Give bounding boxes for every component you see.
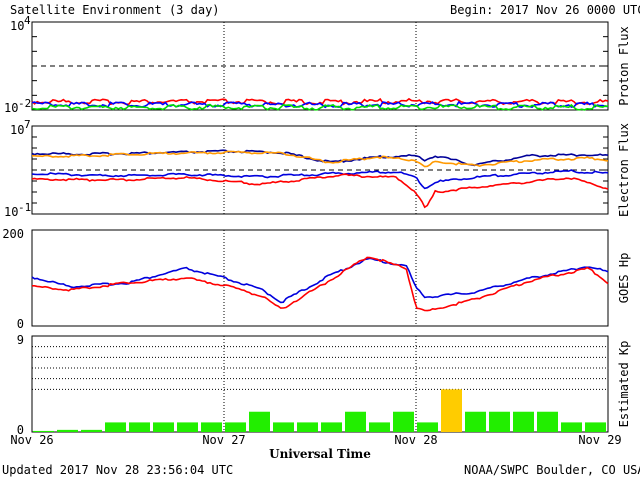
- kp-bar: [153, 422, 174, 432]
- proton-series-2: [31, 103, 609, 111]
- panel-frame: [31, 335, 609, 433]
- y-tick-label-top: 10: [10, 123, 24, 137]
- kp-bar: [465, 411, 486, 432]
- electron-series-1: [31, 150, 609, 168]
- y-tick-label-bottom: 10: [4, 205, 18, 219]
- kp-bar: [129, 422, 150, 432]
- begin-value: 2017 Nov 26 0000 UTC: [500, 3, 640, 17]
- plot-title: Satellite Environment (3 day): [10, 3, 220, 17]
- y-tick-label-bottom: 0: [17, 317, 24, 331]
- y-tick-label-bottom-exp: -2: [18, 97, 31, 110]
- kp-bar: [345, 411, 366, 432]
- y-tick-label-bottom: 0: [17, 423, 24, 437]
- kp-bar: [33, 430, 54, 432]
- panel-frame: [31, 229, 609, 327]
- updated-timestamp: Updated 2017 Nov 28 23:56:04 UTC: [2, 463, 233, 477]
- panel-goes_hp: GOES Hp 200 0: [2, 227, 631, 331]
- kp-bar: [177, 422, 198, 432]
- goes_hp-series-0: [31, 257, 609, 304]
- x-tick-label-nov27: Nov 27: [202, 433, 245, 447]
- kp-bar: [537, 411, 558, 432]
- x-axis-title: Universal Time: [269, 447, 371, 461]
- kp-bar: [441, 389, 462, 432]
- kp-bar: [561, 422, 582, 432]
- kp-bar: [417, 422, 438, 432]
- credit-text: NOAA/SWPC Boulder, CO USA: [464, 463, 640, 477]
- goes_hp-series-1: [32, 256, 609, 312]
- x-tick-label-nov26: Nov 26: [10, 433, 53, 447]
- y-tick-label-top: 200: [2, 227, 24, 241]
- electron-series-2: [31, 169, 609, 190]
- proton-y-axis-title: Proton Flux: [617, 26, 631, 105]
- kp-bar: [513, 411, 534, 432]
- kp-bar: [489, 411, 510, 432]
- kp-bar: [57, 429, 78, 432]
- y-tick-label-top: 10: [10, 19, 24, 33]
- kp-bar: [249, 411, 270, 432]
- electron-series-0: [31, 149, 609, 167]
- y-tick-label-top: 9: [17, 333, 24, 347]
- kp-bar: [585, 422, 606, 432]
- y-tick-label-bottom-exp: -1: [18, 201, 31, 214]
- proton-series-1: [31, 100, 609, 109]
- y-tick-label-top-exp: 4: [24, 14, 31, 27]
- electron-y-axis-title: Electron Flux: [617, 123, 631, 217]
- y-tick-label-bottom: 10: [4, 101, 18, 115]
- kp-bar: [321, 422, 342, 432]
- kp-y-axis-title: Estimated Kp: [617, 341, 631, 428]
- electron-series-3: [31, 173, 609, 209]
- kp-bar: [201, 422, 222, 432]
- kp-bar: [225, 422, 246, 432]
- begin-label: Begin:: [450, 3, 493, 17]
- panel-kp: Estimated Kp 9 0: [17, 333, 631, 437]
- x-tick-label-nov28: Nov 28: [394, 433, 437, 447]
- goes_hp-y-axis-title: GOES Hp: [617, 253, 631, 304]
- kp-bar: [297, 422, 318, 432]
- kp-bar: [105, 422, 126, 432]
- y-tick-label-top-exp: 7: [24, 118, 31, 131]
- kp-bar: [273, 422, 294, 432]
- kp-bar: [369, 422, 390, 432]
- kp-bar: [81, 429, 102, 432]
- x-tick-label-nov29: Nov 29: [578, 433, 621, 447]
- kp-bar: [393, 411, 414, 432]
